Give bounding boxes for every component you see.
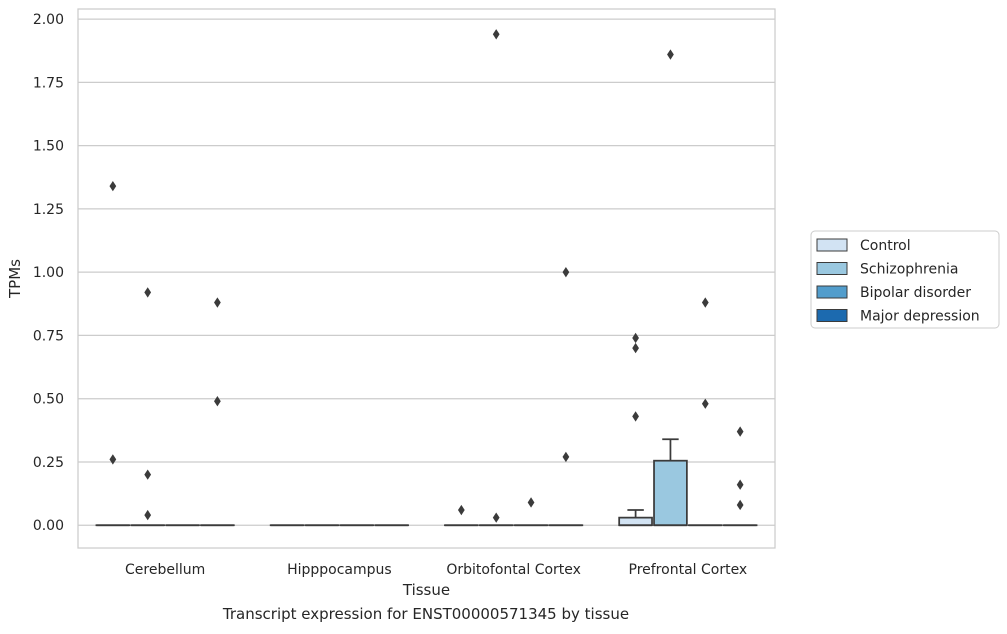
legend: Control Schizophrenia Bipolar disorder Majo… [810, 230, 1000, 329]
y-tick-label: 0.25 [33, 455, 64, 471]
x-tick-labels: Cerebellum Hipppocampus Orbitofontal Corte… [125, 562, 747, 578]
outlier-point [109, 180, 117, 192]
box-group [200, 297, 235, 527]
box [618, 516, 653, 527]
x-tick-label: Hipppocampus [287, 562, 392, 578]
legend-frame [810, 230, 1000, 329]
outlier-point [214, 297, 221, 308]
outlier-point [527, 497, 535, 508]
outlier-point [562, 266, 570, 278]
outlier-point [562, 451, 570, 463]
legend-label: Bipolar disorder [860, 285, 971, 301]
y-tick-label: 1.50 [33, 139, 64, 155]
legend-swatch [816, 309, 848, 322]
outlier-point [701, 398, 709, 409]
box-group [444, 504, 479, 527]
y-tick-label: 0.50 [33, 392, 64, 408]
y-tick-label: 2.00 [33, 12, 64, 28]
y-tick-labels: 0.00 0.25 0.50 0.75 1.00 1.25 1.50 1.75 2.00 [33, 12, 64, 534]
outlier-point [214, 396, 221, 407]
y-tick-label: 1.00 [33, 265, 64, 281]
box [653, 459, 688, 527]
outlier-point [632, 332, 639, 344]
y-axis-label: TPMs [6, 259, 24, 299]
box-group [478, 29, 514, 527]
legend-swatch [816, 262, 848, 275]
outlier-point [492, 512, 500, 523]
box-group [722, 426, 758, 527]
x-tick-label: Orbitofontal Cortex [446, 562, 581, 578]
legend-swatch [816, 238, 848, 252]
box-group [688, 297, 723, 527]
outlier-point [492, 29, 500, 40]
outlier-point [144, 469, 152, 480]
box-group [653, 49, 688, 527]
outlier-point [144, 509, 152, 521]
outlier-point [457, 504, 465, 516]
box-group [548, 266, 584, 527]
y-tick-label: 0.00 [33, 518, 64, 534]
legend-swatch [816, 285, 848, 299]
outlier-point [632, 411, 639, 422]
box-group [95, 180, 131, 527]
outlier-point [736, 479, 744, 490]
legend-label: Schizophrenia [860, 262, 958, 278]
outlier-point [667, 49, 674, 60]
figure-caption: Transcript expression for ENST0000057134… [222, 605, 630, 623]
plot-frame [77, 8, 776, 549]
x-tick-label: Cerebellum [125, 562, 205, 578]
box-group [513, 497, 549, 527]
x-axis-label: Tissue [402, 581, 450, 599]
y-tick-label: 1.75 [33, 75, 64, 91]
box-marks [95, 29, 758, 527]
y-tick-label: 1.25 [33, 202, 64, 218]
outlier-point [109, 454, 117, 465]
legend-label: Control [860, 238, 911, 254]
outlier-point [701, 297, 709, 308]
outlier-point [736, 426, 744, 437]
box-group [130, 287, 165, 527]
y-tick-label: 0.75 [33, 328, 64, 344]
legend-label: Major depression [860, 309, 980, 325]
x-tick-label: Prefrontal Cortex [629, 562, 748, 578]
box-group [618, 332, 653, 527]
outlier-point [736, 499, 744, 511]
outlier-point [144, 287, 152, 298]
y-gridlines [78, 18, 775, 526]
outlier-point [632, 342, 639, 354]
